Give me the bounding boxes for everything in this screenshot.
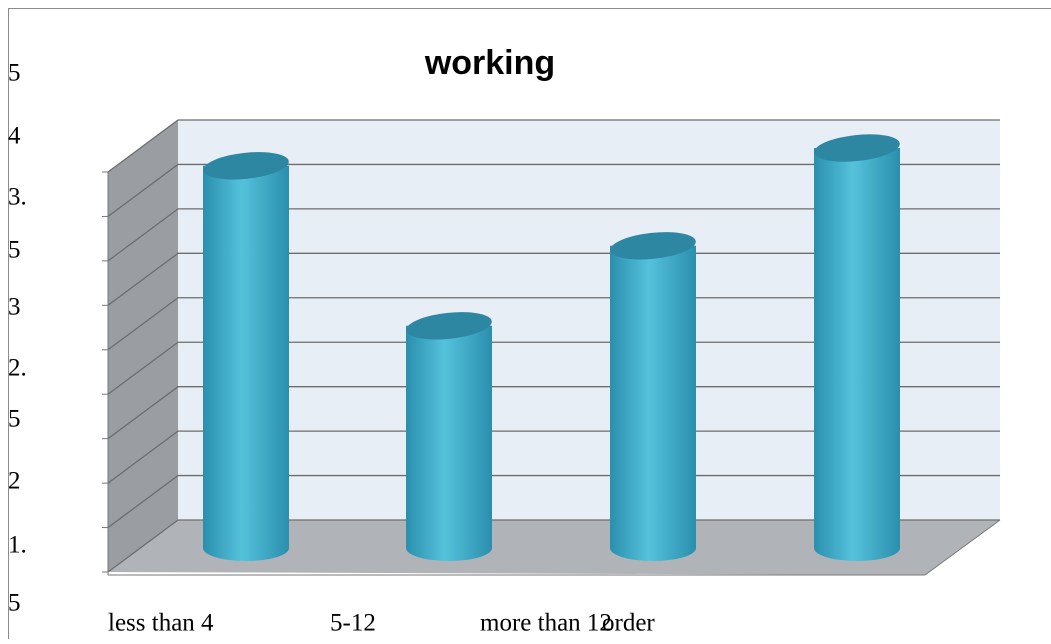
side-wall (108, 120, 178, 572)
y-axis-text: 2 (8, 468, 21, 495)
y-axis-text: 3 (8, 294, 21, 321)
y-axis-text: 5 (8, 590, 21, 617)
y-axis-text: 3. (8, 184, 27, 211)
bar-body (814, 148, 900, 561)
x-tick-label: 5-12 (330, 610, 376, 637)
bar-body (610, 246, 696, 561)
y-axis-text: 5 (8, 406, 21, 433)
bar (609, 228, 697, 561)
x-tick-label: order (602, 610, 655, 637)
bar (202, 148, 290, 561)
bar-body (406, 326, 492, 561)
x-tick-label: more than 12 (480, 610, 612, 637)
y-axis-text: 5 (8, 237, 21, 264)
y-axis-text: 4 (8, 123, 21, 150)
y-axis-text: 5 (8, 60, 21, 87)
y-axis-text: 1. (8, 532, 27, 559)
y-axis-text: 2. (8, 355, 27, 382)
bar (405, 308, 493, 561)
x-tick-label: less than 4 (108, 610, 214, 637)
bar (813, 131, 901, 561)
chart-title: working (424, 44, 555, 82)
bar-body (203, 166, 289, 561)
